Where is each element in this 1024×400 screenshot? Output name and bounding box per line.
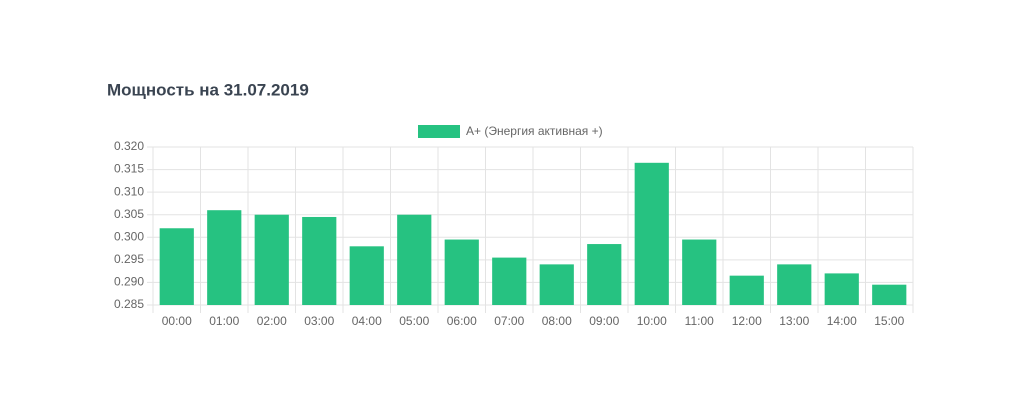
x-tick-label: 05:00	[399, 314, 429, 328]
bar	[492, 257, 527, 305]
bar	[682, 239, 717, 305]
x-tick-label: 13:00	[779, 314, 809, 328]
bar	[207, 210, 242, 305]
bar	[349, 246, 384, 305]
y-tick-label: 0.305	[114, 207, 144, 221]
bar	[777, 264, 812, 305]
x-tick-label: 03:00	[304, 314, 334, 328]
legend-label: A+ (Энергия активная +)	[466, 124, 603, 138]
bar	[539, 264, 574, 305]
bar	[824, 273, 859, 305]
bar	[634, 162, 669, 305]
bar	[729, 275, 764, 305]
y-tick-label: 0.290	[114, 275, 144, 289]
x-tick-label: 08:00	[542, 314, 572, 328]
bar	[159, 228, 194, 305]
y-tick-label: 0.315	[114, 162, 144, 176]
x-tick-label: 12:00	[732, 314, 762, 328]
bar	[444, 239, 479, 305]
x-tick-label: 07:00	[494, 314, 524, 328]
x-tick-label: 14:00	[827, 314, 857, 328]
x-tick-label: 06:00	[447, 314, 477, 328]
bar	[397, 214, 432, 305]
x-tick-label: 02:00	[257, 314, 287, 328]
x-tick-label: 00:00	[162, 314, 192, 328]
y-tick-label: 0.320	[114, 139, 144, 153]
y-tick-label: 0.295	[114, 252, 144, 266]
x-tick-label: 15:00	[874, 314, 904, 328]
y-tick-label: 0.310	[114, 184, 144, 198]
legend-swatch	[418, 125, 460, 138]
bar	[302, 216, 337, 305]
bar	[872, 284, 907, 305]
x-tick-label: 10:00	[637, 314, 667, 328]
y-tick-label: 0.285	[114, 297, 144, 311]
x-tick-label: 11:00	[685, 314, 714, 328]
x-tick-label: 04:00	[352, 314, 382, 328]
x-tick-label: 01:00	[209, 314, 239, 328]
y-tick-label: 0.300	[114, 229, 144, 243]
chart-title: Мощность на 31.07.2019	[107, 80, 309, 99]
x-tick-label: 09:00	[589, 314, 619, 328]
bar	[254, 214, 289, 305]
bar	[587, 244, 622, 305]
